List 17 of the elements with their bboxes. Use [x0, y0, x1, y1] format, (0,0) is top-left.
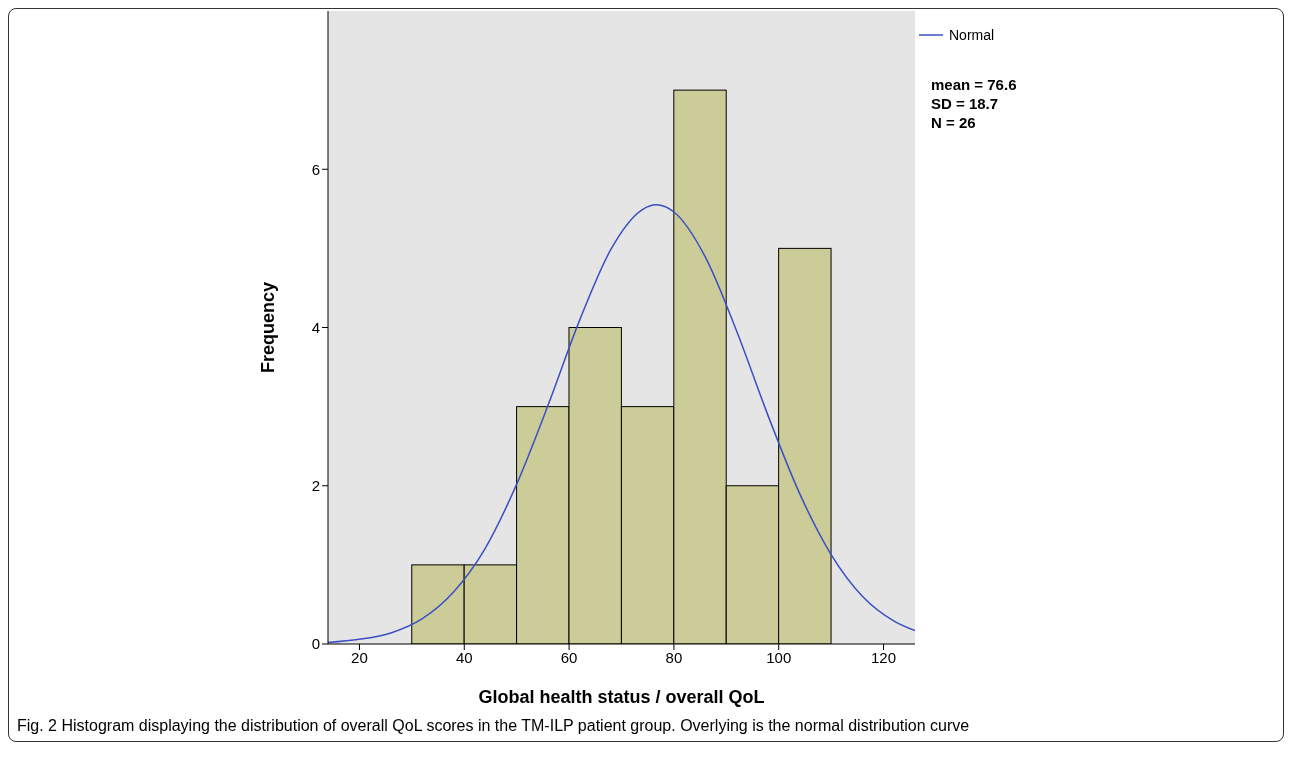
caption: Fig. 2 Histogram displaying the distribution of overall QoL scores in the TM-ILP patient group. Overlying is the normal distribution curve	[16, 716, 971, 736]
x-axis-title: Global health status / overall QoL	[478, 687, 765, 707]
x-tick-label: 40	[455, 648, 473, 666]
legend-label: Normal	[949, 27, 995, 43]
y-tick-label: 2	[311, 477, 320, 495]
x-tick-label: 80	[665, 648, 683, 666]
text: mean = 76.6	[931, 75, 1017, 94]
x-tick-label: 120	[871, 648, 897, 666]
y-tick-label: 0	[311, 635, 320, 653]
text: SD = 18.7	[931, 94, 1000, 113]
y-tick-label: 4	[311, 318, 320, 336]
y-axis-title: Frequency	[258, 281, 279, 374]
x-tick-label: 100	[766, 648, 792, 666]
text: N = 26	[931, 113, 977, 132]
y-tick-label: 6	[311, 160, 320, 178]
x-tick-label: 20	[351, 648, 368, 666]
x-tick-label: 60	[560, 648, 578, 666]
